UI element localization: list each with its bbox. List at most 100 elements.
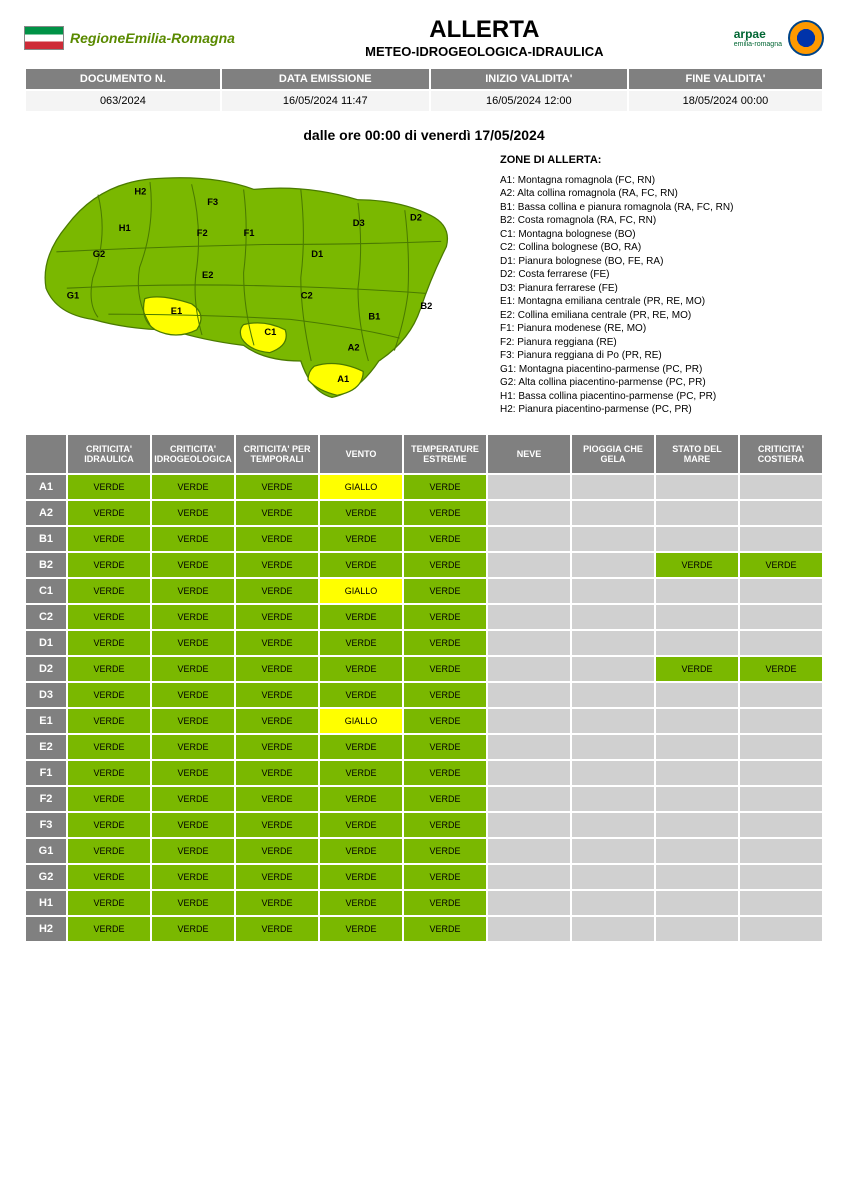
grid-cell: VERDE — [67, 500, 151, 526]
grid-cell — [655, 682, 739, 708]
grid-cell: VERDE — [235, 786, 319, 812]
grid-cell — [739, 760, 823, 786]
grid-cell — [487, 682, 571, 708]
grid-cell — [571, 916, 655, 942]
grid-cell — [739, 474, 823, 500]
grid-row-label: B1 — [25, 526, 67, 552]
grid-cell — [739, 916, 823, 942]
grid-row: D2VERDEVERDEVERDEVERDEVERDEVERDEVERDE — [25, 656, 823, 682]
grid-cell — [739, 604, 823, 630]
meta-header: DATA EMISSIONE — [221, 68, 430, 90]
grid-cell: VERDE — [67, 812, 151, 838]
map-zone-label: G1 — [67, 291, 79, 301]
grid-cell: VERDE — [67, 916, 151, 942]
grid-cell: VERDE — [67, 734, 151, 760]
grid-cell: VERDE — [67, 838, 151, 864]
grid-row: C2VERDEVERDEVERDEVERDEVERDE — [25, 604, 823, 630]
grid-cell: VERDE — [67, 552, 151, 578]
grid-cell — [487, 708, 571, 734]
grid-cell: VERDE — [403, 604, 487, 630]
grid-cell: VERDE — [151, 578, 235, 604]
grid-cell — [655, 578, 739, 604]
grid-cell — [655, 500, 739, 526]
validity-subtitle: dalle ore 00:00 di venerdì 17/05/2024 — [24, 127, 824, 143]
grid-cell: VERDE — [403, 708, 487, 734]
map-zone-label: F2 — [197, 228, 208, 238]
grid-row: F3VERDEVERDEVERDEVERDEVERDE — [25, 812, 823, 838]
grid-cell — [739, 630, 823, 656]
grid-cell: VERDE — [151, 474, 235, 500]
grid-cell — [655, 734, 739, 760]
grid-cell: VERDE — [319, 890, 403, 916]
grid-cell — [655, 474, 739, 500]
grid-cell: VERDE — [151, 682, 235, 708]
grid-cell: VERDE — [319, 734, 403, 760]
grid-row-label: H1 — [25, 890, 67, 916]
grid-cell: VERDE — [151, 786, 235, 812]
grid-column-header: CRITICITA' IDRAULICA — [67, 434, 151, 474]
title-main: ALLERTA — [235, 16, 734, 44]
meta-value: 063/2024 — [25, 90, 221, 112]
grid-cell: VERDE — [403, 760, 487, 786]
grid-cell: VERDE — [235, 812, 319, 838]
grid-row-label: C2 — [25, 604, 67, 630]
map-zone-label: C1 — [264, 327, 276, 337]
grid-cell: GIALLO — [319, 474, 403, 500]
grid-cell: VERDE — [235, 734, 319, 760]
map-zone-label: H2 — [134, 187, 146, 197]
grid-cell: VERDE — [739, 552, 823, 578]
grid-cell — [655, 864, 739, 890]
grid-cell: VERDE — [67, 890, 151, 916]
grid-cell: VERDE — [67, 708, 151, 734]
grid-cell: GIALLO — [319, 708, 403, 734]
zone-line: D2: Costa ferrarese (FE) — [500, 268, 824, 282]
grid-column-header: VENTO — [319, 434, 403, 474]
grid-cell — [571, 890, 655, 916]
grid-cell: VERDE — [235, 760, 319, 786]
meta-header: INIZIO VALIDITA' — [430, 68, 628, 90]
map-zone-label: E2 — [202, 270, 213, 280]
grid-cell — [571, 812, 655, 838]
grid-column-header: CRITICITA' IDROGEOLOGICA — [151, 434, 235, 474]
grid-column-header: CRITICITA' PER TEMPORALI — [235, 434, 319, 474]
grid-cell: VERDE — [235, 916, 319, 942]
grid-cell: VERDE — [151, 864, 235, 890]
grid-cell — [739, 786, 823, 812]
map-zone-label: F3 — [207, 197, 218, 207]
arpae-logo: arpae emilia-romagna — [734, 27, 782, 48]
grid-row-label: C1 — [25, 578, 67, 604]
zone-line: E2: Collina emiliana centrale (PR, RE, M… — [500, 309, 824, 323]
grid-cell: VERDE — [319, 526, 403, 552]
grid-cell: VERDE — [151, 838, 235, 864]
map-and-zones: H2H1G2G1F3F2F1E2E1D3D2D1C2C1B1B2A2A1 ZON… — [24, 153, 824, 417]
grid-cell — [487, 916, 571, 942]
grid-cell: VERDE — [235, 604, 319, 630]
grid-row-label: F1 — [25, 760, 67, 786]
grid-cell: VERDE — [655, 552, 739, 578]
grid-cell: VERDE — [235, 630, 319, 656]
grid-row: G1VERDEVERDEVERDEVERDEVERDE — [25, 838, 823, 864]
grid-cell: VERDE — [235, 838, 319, 864]
zone-line: D3: Pianura ferrarese (FE) — [500, 282, 824, 296]
grid-column-header: CRITICITA' COSTIERA — [739, 434, 823, 474]
grid-row: F1VERDEVERDEVERDEVERDEVERDE — [25, 760, 823, 786]
grid-cell: VERDE — [235, 526, 319, 552]
document-header: RegioneEmilia-Romagna ALLERTA METEO-IDRO… — [24, 16, 824, 59]
meta-table: DOCUMENTO N.DATA EMISSIONEINIZIO VALIDIT… — [24, 67, 824, 113]
grid-cell: VERDE — [235, 474, 319, 500]
grid-cell: VERDE — [67, 786, 151, 812]
grid-cell — [739, 890, 823, 916]
grid-cell: GIALLO — [319, 578, 403, 604]
grid-cell — [571, 786, 655, 812]
grid-column-header: TEMPERATURE ESTREME — [403, 434, 487, 474]
grid-cell — [571, 630, 655, 656]
zone-list: ZONE DI ALLERTA: A1: Montagna romagnola … — [500, 153, 824, 417]
zone-line: G2: Alta collina piacentino-parmense (PC… — [500, 376, 824, 390]
grid-cell: VERDE — [151, 604, 235, 630]
grid-cell: VERDE — [151, 812, 235, 838]
zone-line: F3: Pianura reggiana di Po (PR, RE) — [500, 349, 824, 363]
grid-cell: VERDE — [67, 526, 151, 552]
alert-map: H2H1G2G1F3F2F1E2E1D3D2D1C2C1B1B2A2A1 — [24, 153, 484, 413]
grid-cell: VERDE — [403, 474, 487, 500]
grid-cell — [655, 812, 739, 838]
